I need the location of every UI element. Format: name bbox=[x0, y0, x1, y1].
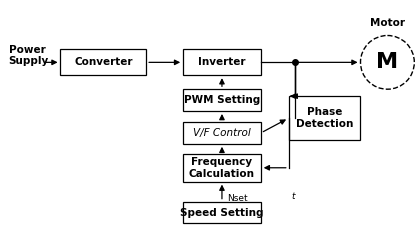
Text: t: t bbox=[292, 192, 295, 201]
Bar bbox=[183, 89, 261, 111]
Bar bbox=[289, 96, 360, 140]
Text: M: M bbox=[376, 52, 399, 72]
Text: Phase
Detection: Phase Detection bbox=[296, 107, 353, 129]
Text: PWM Setting: PWM Setting bbox=[184, 95, 260, 105]
Text: Power
Supply: Power Supply bbox=[9, 45, 49, 66]
Bar bbox=[183, 122, 261, 144]
Text: Converter: Converter bbox=[74, 57, 133, 67]
Text: Frequency
Calculation: Frequency Calculation bbox=[189, 157, 255, 179]
Text: Nset: Nset bbox=[227, 194, 248, 203]
Bar bbox=[183, 202, 261, 224]
Bar bbox=[183, 49, 261, 75]
Text: Motor: Motor bbox=[370, 18, 405, 27]
Bar bbox=[60, 49, 146, 75]
Bar bbox=[183, 154, 261, 182]
Text: V/F Control: V/F Control bbox=[193, 128, 251, 138]
Text: Inverter: Inverter bbox=[198, 57, 246, 67]
Text: Speed Setting: Speed Setting bbox=[180, 207, 264, 217]
